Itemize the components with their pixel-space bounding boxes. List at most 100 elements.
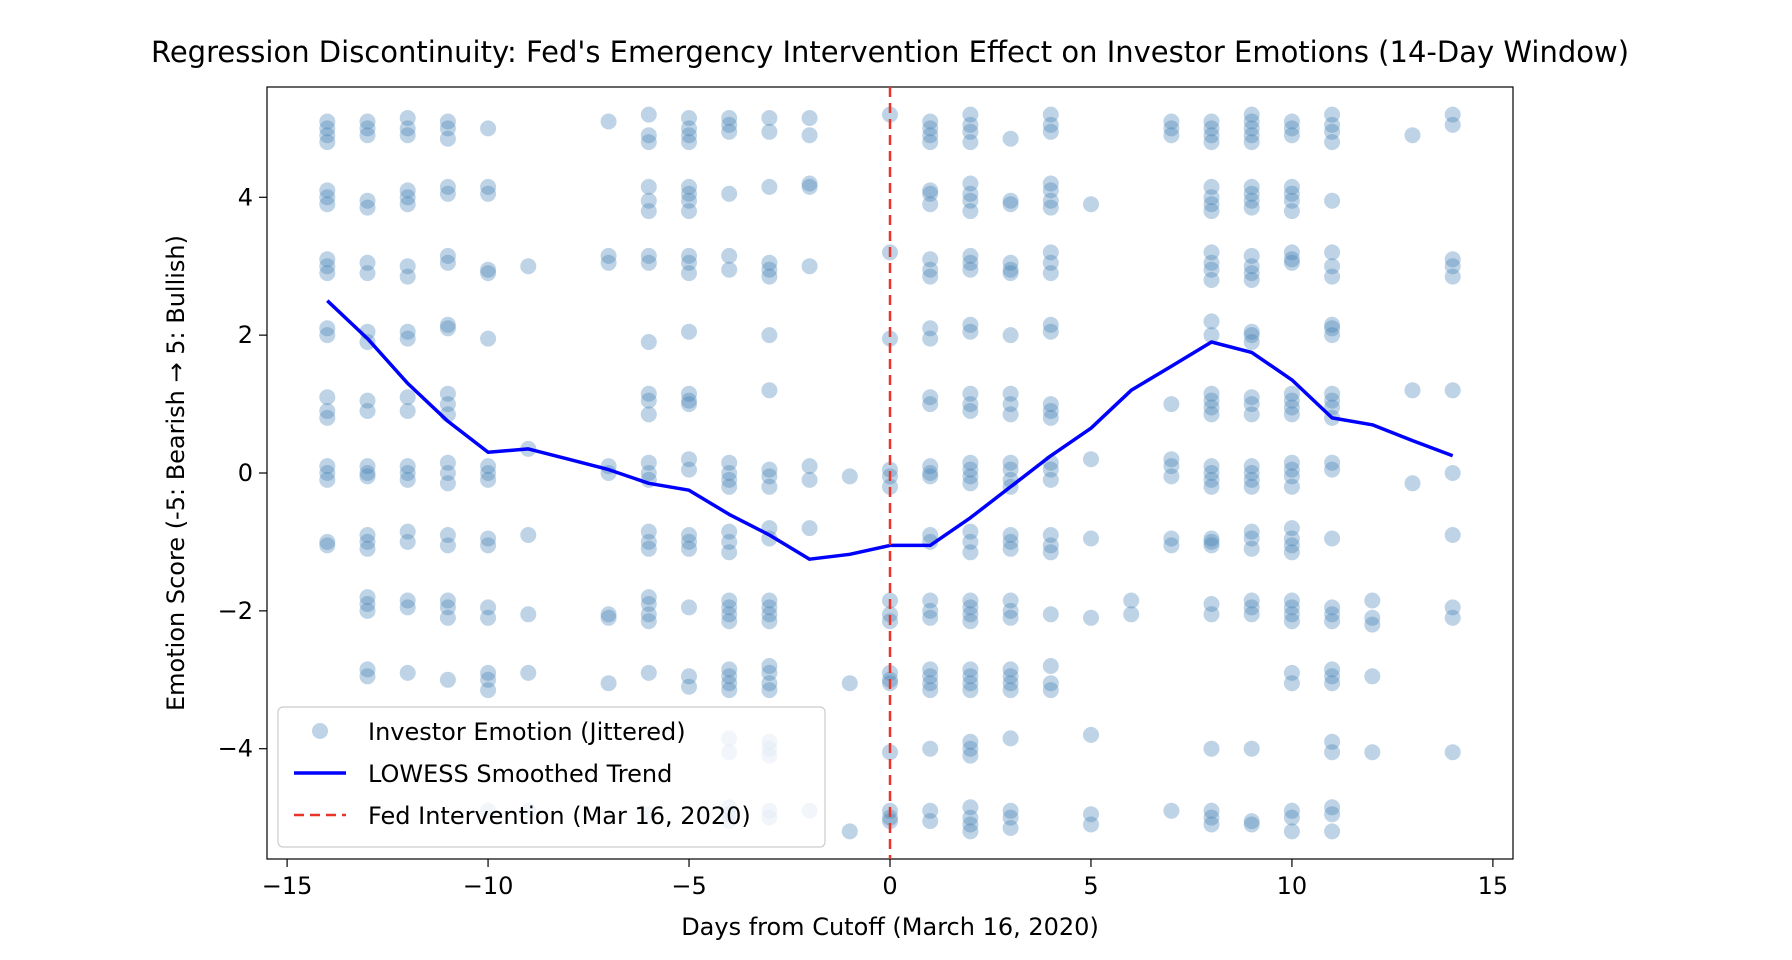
scatter-point <box>1002 802 1019 819</box>
scatter-point <box>882 330 898 347</box>
scatter-point <box>480 682 497 699</box>
scatter-point <box>439 465 456 481</box>
scatter-point <box>841 823 858 840</box>
scatter-point <box>681 385 697 402</box>
scatter-point <box>962 175 979 192</box>
scatter-point <box>520 527 537 543</box>
scatter-point <box>1283 127 1300 144</box>
scatter-point <box>922 661 939 678</box>
scatter-point <box>1243 530 1260 547</box>
scatter-point <box>681 533 697 550</box>
scatter-point <box>962 661 979 678</box>
y-tick-label: −2 <box>218 597 253 625</box>
scatter-point <box>1203 327 1220 344</box>
scatter-point <box>1283 244 1300 261</box>
scatter-point <box>1364 609 1381 626</box>
scatter-point <box>721 544 738 561</box>
scatter-point <box>1324 392 1341 409</box>
scatter-point <box>1203 113 1220 130</box>
scatter-point <box>1324 675 1341 692</box>
scatter-point <box>359 668 376 685</box>
scatter-point <box>1324 399 1341 416</box>
scatter-point <box>1324 806 1341 823</box>
scatter-point <box>681 247 697 264</box>
scatter-point <box>1042 544 1059 561</box>
scatter-point <box>962 396 979 413</box>
scatter-point <box>1002 820 1019 836</box>
scatter-point <box>439 130 456 147</box>
scatter-point <box>1324 134 1341 151</box>
scatter-point <box>681 265 697 282</box>
scatter-point <box>681 323 697 340</box>
scatter-point <box>439 178 456 195</box>
scatter-point <box>922 182 939 199</box>
scatter-point <box>600 247 617 264</box>
scatter-point <box>1243 406 1260 423</box>
legend-label-scatter: Investor Emotion (Jittered) <box>368 718 686 746</box>
scatter-point <box>761 110 778 126</box>
scatter-point <box>439 475 456 492</box>
scatter-point <box>1243 471 1260 488</box>
scatter-point <box>1002 265 1019 282</box>
scatter-point <box>319 458 336 475</box>
scatter-point <box>1324 327 1341 344</box>
scatter-point <box>761 675 778 692</box>
chart-title: Regression Discontinuity: Fed's Emergenc… <box>151 35 1629 69</box>
scatter-point <box>922 196 939 213</box>
scatter-point <box>962 682 979 699</box>
scatter-point <box>1444 527 1461 543</box>
x-tick-label: −15 <box>262 872 313 900</box>
scatter-point <box>1324 192 1341 209</box>
scatter-point <box>520 258 537 275</box>
scatter-point <box>1042 254 1059 271</box>
scatter-point <box>922 740 939 757</box>
scatter-point <box>319 127 336 144</box>
scatter-point <box>1083 196 1099 213</box>
scatter-point <box>1444 251 1461 268</box>
scatter-point <box>1042 675 1059 692</box>
scatter-point <box>1203 816 1220 833</box>
scatter-point <box>480 265 497 282</box>
scatter-point <box>1243 265 1260 282</box>
scatter-point <box>359 334 376 350</box>
y-tick-label: −4 <box>218 735 253 763</box>
scatter-point <box>1283 406 1300 423</box>
scatter-point <box>319 189 336 206</box>
scatter-point <box>359 192 376 209</box>
scatter-point <box>962 747 979 764</box>
scatter-point <box>399 465 416 481</box>
scatter-point <box>1243 106 1260 123</box>
scatter-point <box>1243 599 1260 616</box>
scatter-point <box>1324 530 1341 547</box>
scatter-point <box>801 258 818 275</box>
x-tick-label: 0 <box>882 872 897 900</box>
scatter-point <box>1042 658 1059 674</box>
scatter-point <box>1324 244 1341 261</box>
scatter-point <box>1283 478 1300 495</box>
scatter-point <box>640 127 657 144</box>
scatter-point <box>1203 406 1220 423</box>
scatter-point <box>962 385 979 402</box>
legend-label-cutoff: Fed Intervention (Mar 16, 2020) <box>368 802 751 830</box>
scatter-point <box>439 592 456 609</box>
scatter-point <box>1243 458 1260 475</box>
scatter-point <box>922 127 939 144</box>
scatter-point <box>962 203 979 220</box>
scatter-point <box>1163 802 1180 819</box>
scatter-point <box>439 113 456 130</box>
scatter-point <box>359 533 376 550</box>
scatter-point <box>1243 389 1260 406</box>
scatter-point <box>1324 799 1341 816</box>
scatter-point <box>359 403 376 419</box>
scatter-point <box>1444 116 1461 133</box>
scatter-point <box>681 392 697 409</box>
axes-layer: −15 −10 −5 0 5 10 15 −4 −2 0 2 4 <box>218 183 1509 900</box>
scatter-point <box>681 451 697 468</box>
scatter-point <box>1283 178 1300 195</box>
scatter-point <box>319 327 336 344</box>
scatter-point <box>761 606 778 623</box>
scatter-point <box>1404 475 1421 492</box>
scatter-point <box>1203 272 1220 288</box>
x-tick-label: 5 <box>1083 872 1098 900</box>
